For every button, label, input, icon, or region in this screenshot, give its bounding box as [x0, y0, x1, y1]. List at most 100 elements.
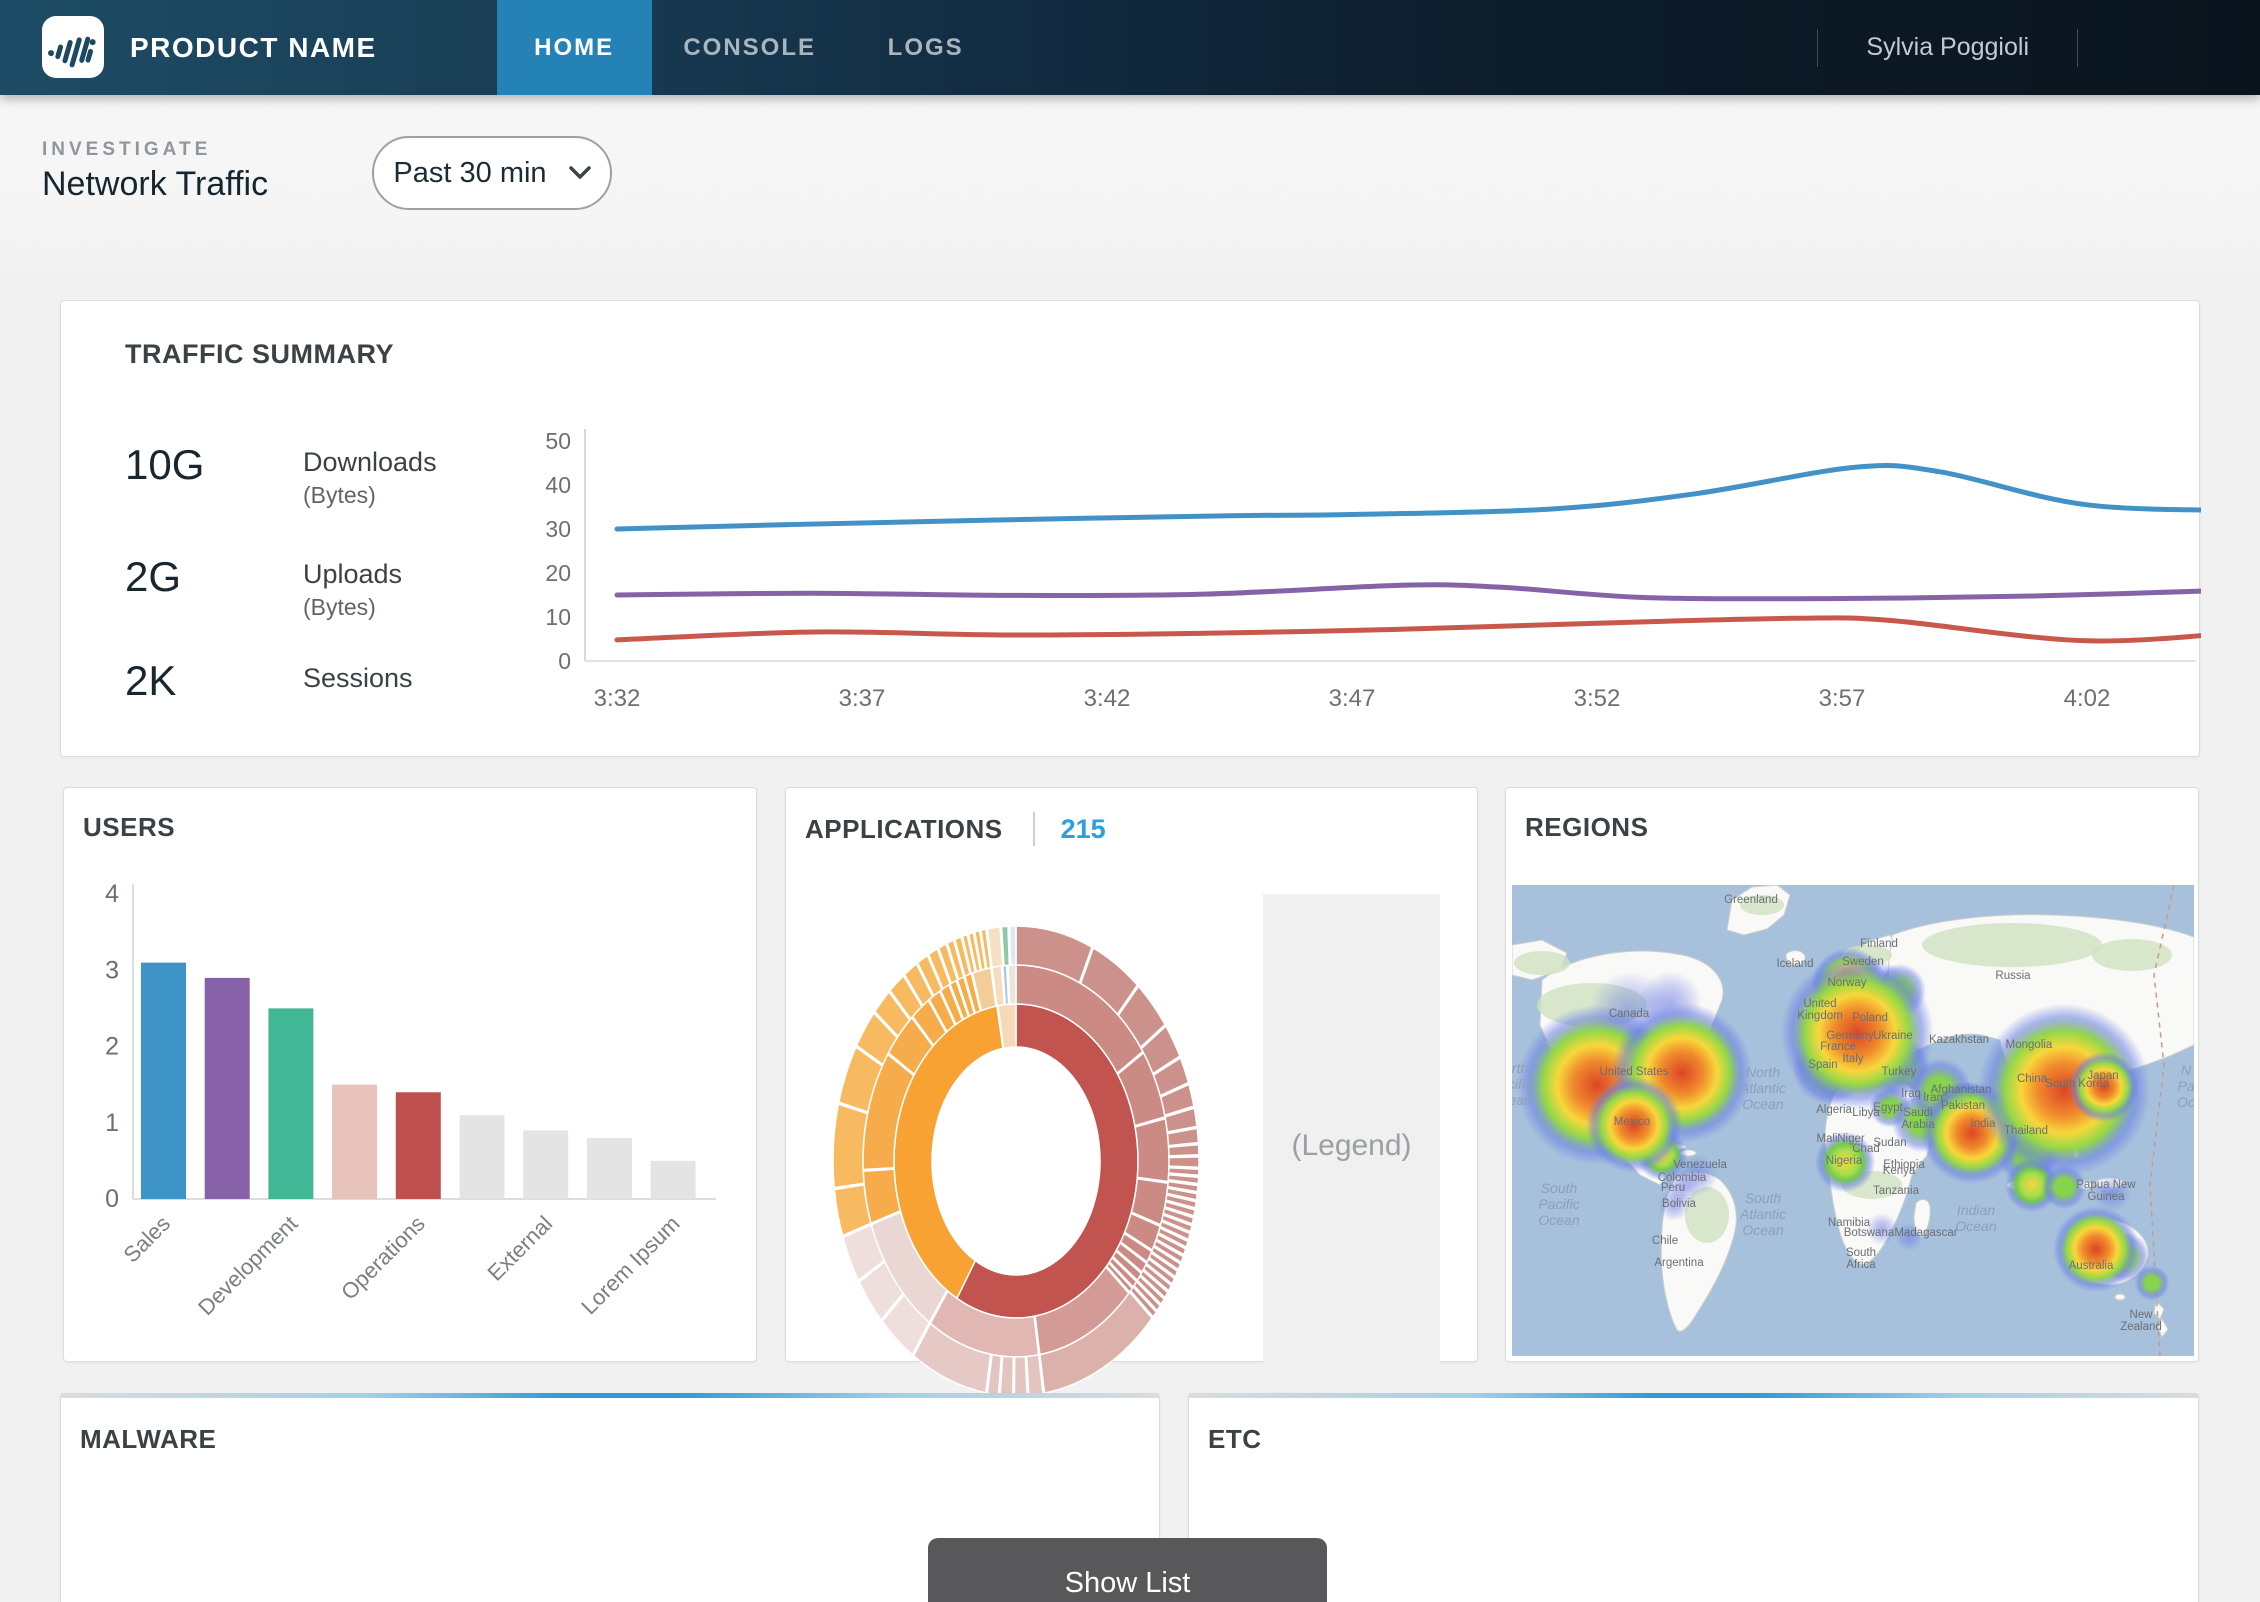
- svg-text:3:42: 3:42: [1084, 685, 1131, 712]
- svg-text:External: External: [482, 1211, 557, 1286]
- nav-tabs: HOME CONSOLE LOGS: [496, 0, 1004, 95]
- svg-text:Lorem Ipsum: Lorem Ipsum: [576, 1211, 684, 1319]
- svg-text:Saudi: Saudi: [1903, 1107, 1932, 1119]
- svg-text:China: China: [2017, 1073, 2048, 1085]
- applications-sunburst-chart[interactable]: [821, 921, 1221, 1399]
- svg-text:1: 1: [105, 1109, 119, 1137]
- svg-text:3:52: 3:52: [1574, 685, 1621, 712]
- svg-text:North: North: [1746, 1064, 1780, 1080]
- svg-text:40: 40: [545, 472, 571, 498]
- svg-text:Pacific: Pacific: [1538, 1196, 1579, 1212]
- svg-text:0: 0: [105, 1185, 119, 1213]
- tab-home[interactable]: HOME: [496, 0, 652, 95]
- svg-text:Mongolia: Mongolia: [2006, 1039, 2053, 1051]
- svg-text:Chile: Chile: [1652, 1235, 1678, 1247]
- svg-text:Spain: Spain: [1808, 1059, 1837, 1071]
- svg-text:United States: United States: [1599, 1066, 1668, 1078]
- applications-legend-placeholder: (Legend): [1263, 894, 1440, 1397]
- svg-text:50: 50: [545, 428, 571, 454]
- svg-text:Sales: Sales: [118, 1211, 175, 1268]
- traffic-summary-title: TRAFFIC SUMMARY: [125, 339, 394, 369]
- svg-text:United: United: [1803, 998, 1836, 1010]
- applications-count[interactable]: 215: [1060, 813, 1106, 844]
- svg-text:France: France: [1820, 1041, 1856, 1053]
- tab-console[interactable]: CONSOLE: [683, 33, 817, 61]
- svg-text:Oc: Oc: [2177, 1094, 2194, 1110]
- stat-sessions: 2K Sessions: [125, 657, 413, 705]
- svg-text:Ocean: Ocean: [1955, 1218, 1996, 1234]
- svg-text:Poland: Poland: [1852, 1012, 1888, 1024]
- waveform-logo-icon: [48, 36, 96, 68]
- nav-user-area: Sylvia Poggioli: [1817, 0, 2260, 95]
- svg-text:30: 30: [545, 516, 571, 542]
- svg-text:Libya: Libya: [1852, 1107, 1880, 1119]
- svg-text:Namibia: Namibia: [1828, 1217, 1871, 1229]
- uploads-unit: (Bytes): [303, 594, 376, 620]
- svg-text:South: South: [1541, 1180, 1578, 1196]
- svg-text:Ukraine: Ukraine: [1873, 1030, 1913, 1042]
- svg-text:South: South: [1745, 1190, 1782, 1206]
- top-nav: PRODUCT NAME HOME CONSOLE LOGS Sylvia Po…: [0, 0, 2260, 95]
- svg-text:Operations: Operations: [336, 1211, 430, 1305]
- svg-text:Indian: Indian: [1957, 1202, 1995, 1218]
- svg-text:Kazakhstan: Kazakhstan: [1929, 1034, 1989, 1046]
- breadcrumb-eyebrow: INVESTIGATE: [42, 139, 212, 160]
- svg-text:Ethiopia: Ethiopia: [1883, 1159, 1925, 1171]
- svg-text:Madagascar: Madagascar: [1894, 1227, 1957, 1239]
- malware-title: MALWARE: [80, 1424, 217, 1454]
- svg-text:Russia: Russia: [1995, 970, 2031, 982]
- svg-text:3:37: 3:37: [839, 685, 886, 712]
- stat-downloads: 10G Downloads (Bytes): [125, 441, 437, 509]
- svg-text:Development: Development: [193, 1211, 302, 1320]
- svg-text:Atlantic: Atlantic: [1739, 1206, 1786, 1222]
- downloads-value: 10G: [125, 441, 205, 488]
- sessions-value: 2K: [125, 657, 177, 704]
- svg-text:Mali: Mali: [1816, 1133, 1837, 1145]
- svg-text:2: 2: [105, 1033, 119, 1061]
- tab-logs[interactable]: LOGS: [887, 33, 964, 61]
- svg-text:Guinea: Guinea: [2087, 1191, 2125, 1203]
- show-list-button[interactable]: Show List: [928, 1538, 1327, 1602]
- svg-text:Australia: Australia: [2069, 1260, 2114, 1272]
- svg-text:Sudan: Sudan: [1873, 1137, 1906, 1149]
- svg-text:Nigeria: Nigeria: [1826, 1155, 1863, 1167]
- svg-text:Tanzania: Tanzania: [1873, 1185, 1920, 1197]
- svg-text:Iceland: Iceland: [1776, 958, 1813, 970]
- svg-text:cific: cific: [1512, 1076, 1532, 1092]
- product-logo[interactable]: [42, 16, 104, 78]
- downloads-unit: (Bytes): [303, 482, 376, 508]
- svg-text:Colombia: Colombia: [1658, 1172, 1707, 1184]
- applications-header-divider: [1032, 812, 1035, 846]
- svg-text:0: 0: [558, 648, 571, 674]
- uploads-label: Uploads: [303, 559, 403, 589]
- time-range-dropdown[interactable]: Past 30 min: [372, 136, 612, 210]
- svg-text:Algeria: Algeria: [1816, 1104, 1852, 1116]
- svg-text:Norway: Norway: [1828, 977, 1867, 989]
- svg-text:New: New: [2129, 1309, 2153, 1321]
- svg-text:N: N: [2181, 1062, 2192, 1078]
- svg-text:Italy: Italy: [1842, 1053, 1863, 1065]
- svg-text:Peru: Peru: [1661, 1182, 1685, 1194]
- svg-text:Iraq: Iraq: [1901, 1088, 1921, 1100]
- legend-placeholder-text: (Legend): [1291, 1128, 1412, 1162]
- svg-text:Ocean: Ocean: [1538, 1212, 1579, 1228]
- svg-text:Thailand: Thailand: [2004, 1125, 2048, 1137]
- svg-text:3:47: 3:47: [1329, 685, 1376, 712]
- regions-heatmap[interactable]: rthcificeanNorthAtlanticOceanSouthPacifi…: [1512, 885, 2194, 1356]
- svg-text:10: 10: [545, 604, 571, 630]
- svg-text:Finland: Finland: [1860, 938, 1898, 950]
- downloads-label: Downloads: [303, 447, 437, 477]
- svg-text:Sweden: Sweden: [1842, 956, 1884, 968]
- svg-text:3:57: 3:57: [1819, 685, 1866, 712]
- svg-text:Niger: Niger: [1837, 1133, 1865, 1145]
- regions-title: REGIONS: [1525, 812, 1649, 842]
- users-bar-chart: 0 1 2 3 4 Sales Development Operations External L…: [105, 881, 716, 1320]
- user-name[interactable]: Sylvia Poggioli: [1866, 33, 2029, 61]
- svg-text:3:32: 3:32: [594, 685, 641, 712]
- svg-text:Atlantic: Atlantic: [1739, 1080, 1786, 1096]
- svg-text:Venezuela: Venezuela: [1673, 1159, 1727, 1171]
- svg-text:Kenya: Kenya: [1883, 1165, 1916, 1177]
- page-title: Network Traffic: [42, 165, 269, 203]
- uploads-value: 2G: [125, 553, 182, 600]
- svg-text:South: South: [1846, 1247, 1876, 1259]
